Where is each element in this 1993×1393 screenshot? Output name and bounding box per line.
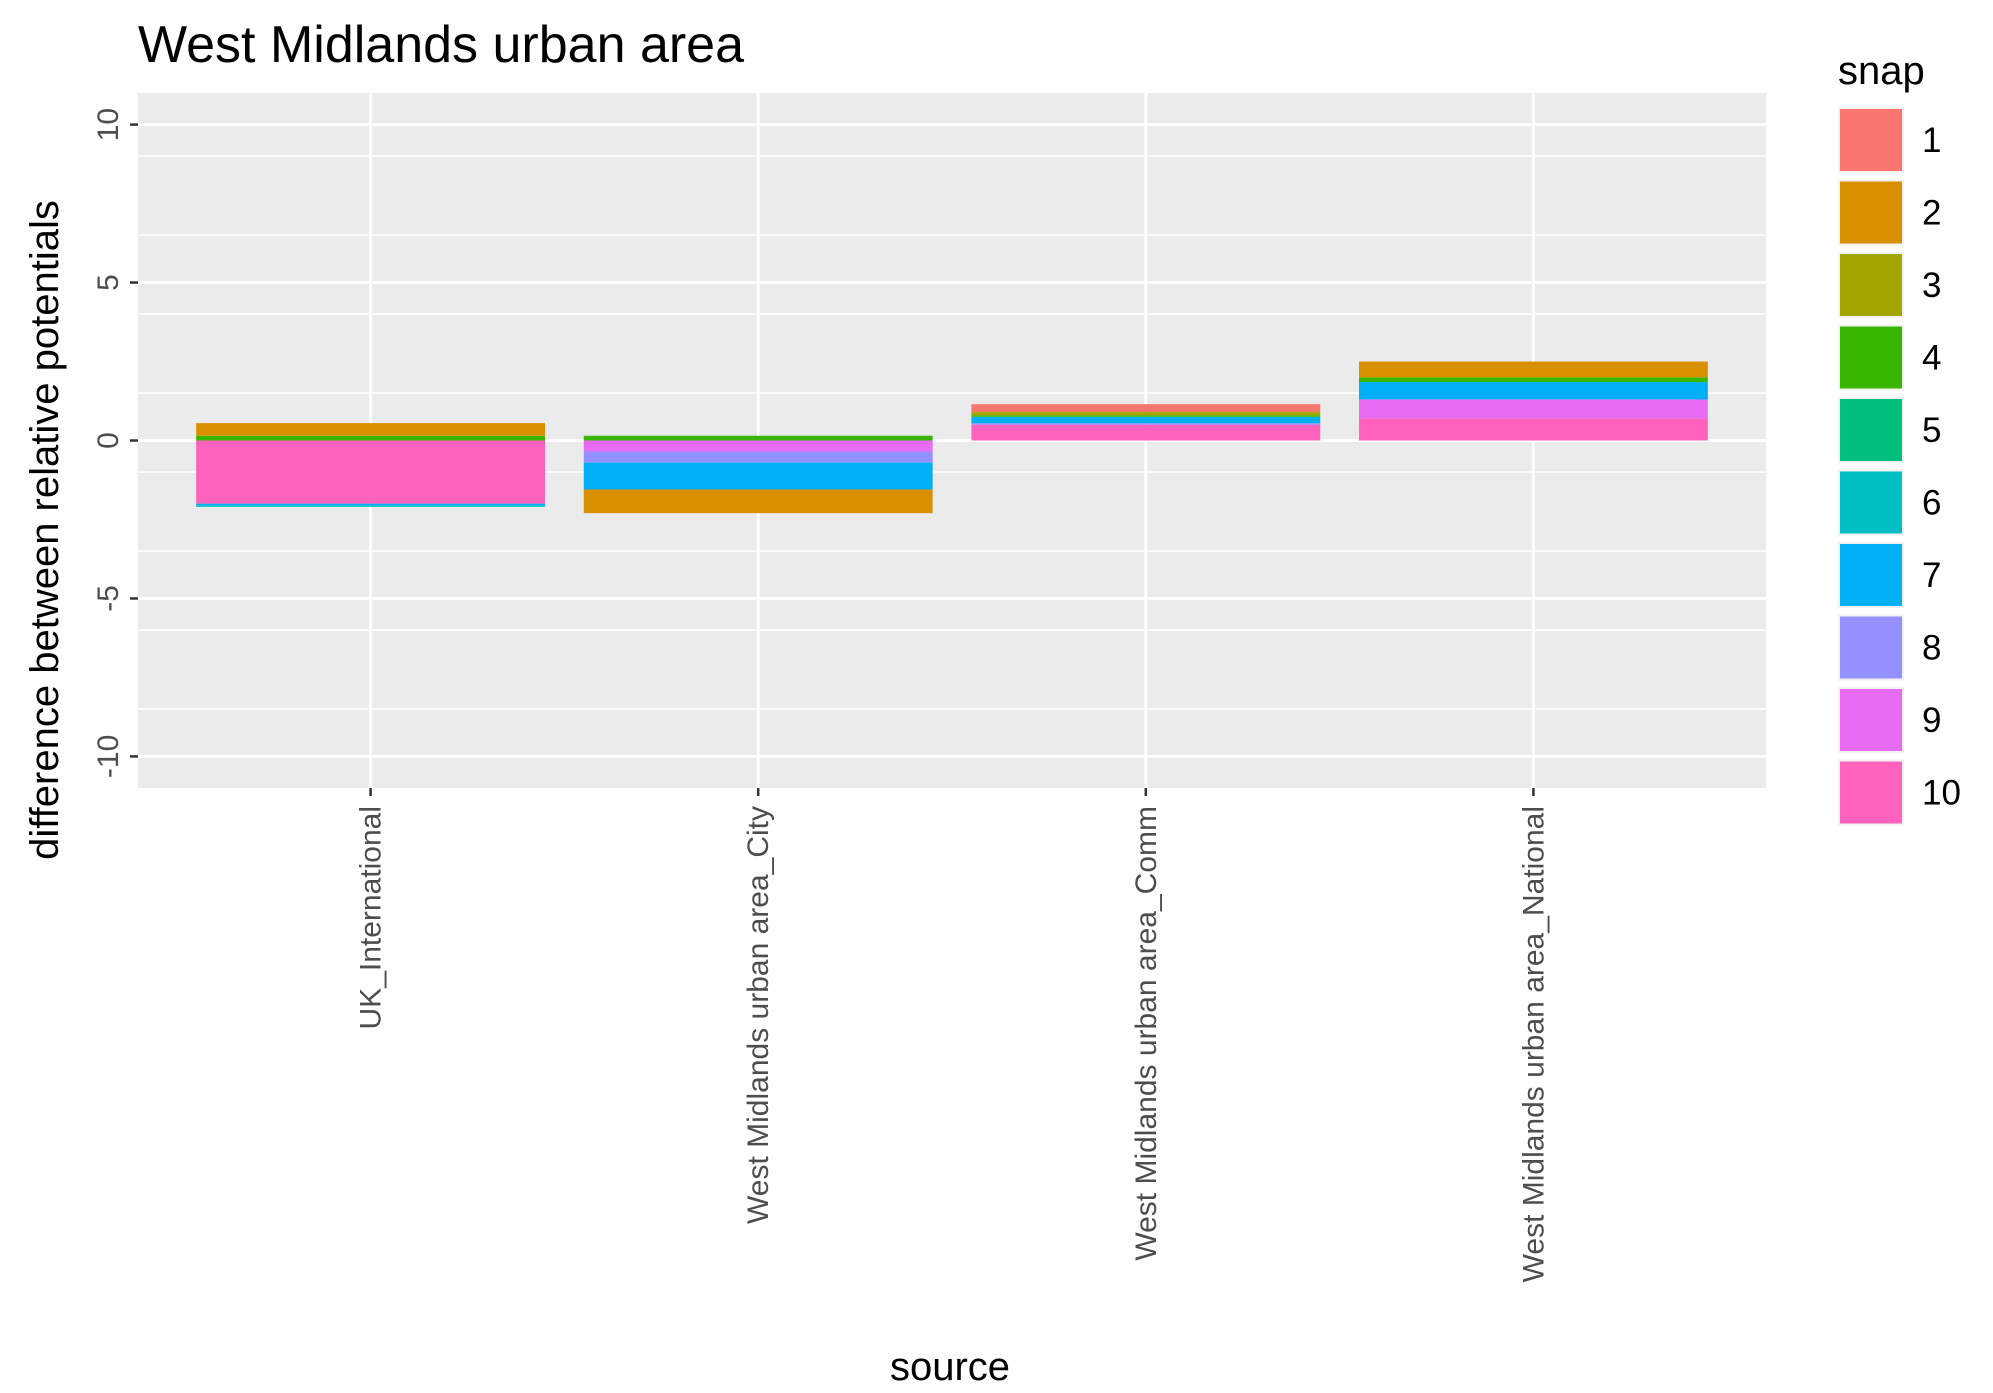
bar-segment [971,412,1321,416]
legend-label: 4 [1922,339,1941,378]
bar-segment [196,505,545,507]
bar-segment [1359,382,1708,400]
legend-swatch [1840,689,1902,751]
legend-swatch [1840,181,1902,244]
legend-swatch [1840,399,1902,461]
x-tick-label: West Midlands urban area_City [742,806,775,1224]
x-tick-label: UK_International [355,806,388,1029]
x-axis: UK_International West Midlands urban area… [355,788,1550,1282]
y-tick-label: -5 [92,585,125,612]
y-tick-label: 0 [92,432,125,449]
legend: snap 1 2 3 4 5 6 7 8 9 10 [1838,49,1961,826]
bar-segment [196,503,545,506]
legend-swatch [1840,254,1902,316]
bar-segment [196,440,545,504]
legend-swatch [1840,616,1902,679]
legend-swatch [1840,544,1902,606]
y-axis: -10 -5 0 5 10 [92,108,138,778]
bar-segment [583,440,933,452]
legend-label: 8 [1922,629,1941,668]
legend-label: 2 [1922,194,1941,233]
x-tick-label: West Midlands urban area_Comm [1130,806,1163,1261]
bar-segment [583,435,933,441]
bar-segment [1359,399,1708,419]
bar-segment [1359,418,1708,441]
y-tick-label: 5 [92,274,125,291]
bar-segment [1359,377,1708,383]
legend-swatch [1840,471,1902,534]
bar-segment [583,489,933,514]
legend-label: 10 [1922,774,1961,813]
bar-segment [971,416,1321,424]
legend-label: 5 [1922,411,1941,450]
bar-segment [196,435,545,441]
bar-segment [1359,361,1708,378]
bar-segment [583,462,933,490]
chart-title: West Midlands urban area [138,16,744,74]
legend-label: 9 [1922,701,1941,740]
legend-swatch [1840,109,1902,171]
bar-segment [971,424,1321,441]
bars [196,361,1708,514]
x-tick-label: West Midlands urban area_National [1517,806,1550,1282]
bar-segment [971,415,1321,417]
bar-segment [196,423,545,436]
legend-title: snap [1838,49,1925,93]
legend-swatch [1840,761,1902,824]
legend-label: 1 [1922,121,1941,160]
legend-swatch [1840,326,1902,389]
bar-segment [971,404,1321,413]
y-axis-title: difference between relative potentials [23,200,67,860]
legend-label: 3 [1922,266,1941,305]
y-tick-label: -10 [92,735,125,778]
y-tick-label: 10 [92,108,125,141]
legend-label: 7 [1922,556,1941,595]
bar-segment [583,451,933,463]
legend-label: 6 [1922,484,1941,523]
bar-segment [971,423,1321,425]
x-axis-title: source [890,1345,1010,1389]
